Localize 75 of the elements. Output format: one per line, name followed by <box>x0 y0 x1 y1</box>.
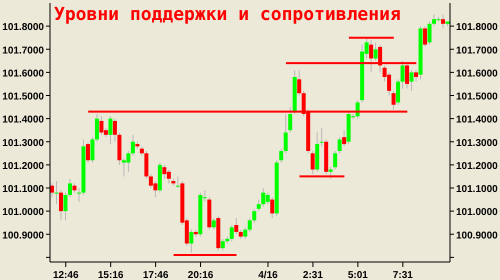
candlestick <box>220 238 225 251</box>
candlestick <box>423 26 428 48</box>
candlestick <box>112 118 117 142</box>
candlestick <box>288 106 292 133</box>
candlestick <box>234 218 238 235</box>
candlestick <box>243 226 248 240</box>
y-tick-label: 101.1000 <box>2 184 44 195</box>
candlestick <box>297 70 302 96</box>
y2-tick-label: 101.0000 <box>456 207 498 218</box>
y2-tick-label: 101.8000 <box>456 22 498 34</box>
y-tick-label: 101.8000 <box>2 22 44 34</box>
y-tick-label: 101.6000 <box>2 68 44 80</box>
y-tick-label: 101.7000 <box>2 45 44 56</box>
candlestick <box>328 166 333 180</box>
candlestick <box>256 199 261 212</box>
x-tick-label: 5:01 <box>348 270 368 280</box>
candlestick <box>166 169 171 184</box>
candlestick <box>432 14 436 27</box>
candlestick <box>144 150 148 180</box>
candlestick <box>338 136 342 154</box>
candlestick <box>428 21 432 46</box>
candlestick <box>63 192 68 221</box>
candlestick <box>374 42 378 62</box>
chart-title: Уровни поддержки и сопротивления <box>54 4 401 26</box>
candlestick <box>94 114 99 142</box>
candlestick <box>342 130 346 147</box>
y-tick-label: 101.3000 <box>2 138 44 149</box>
candlestick <box>320 127 324 147</box>
candlestick <box>238 229 243 240</box>
y2-tick-label: 101.7000 <box>456 45 498 56</box>
candlestick <box>108 116 112 145</box>
x-tick-label: 2:31 <box>302 270 324 280</box>
candlestick <box>126 150 130 172</box>
candlestick <box>261 188 266 207</box>
candlestick <box>284 114 288 154</box>
candlestick <box>58 190 63 221</box>
x-tick-label: 12:46 <box>52 270 79 280</box>
candlestick <box>396 78 400 106</box>
y2-tick-label: 101.1000 <box>456 184 498 195</box>
candlestick <box>68 178 72 198</box>
y-tick-label: 100.9000 <box>2 230 44 242</box>
candlestick <box>153 180 158 198</box>
candlestick <box>130 134 135 156</box>
candlestick <box>176 176 180 188</box>
y-tick-label: 101.4000 <box>2 114 44 126</box>
y2-tick-label: 101.6000 <box>456 68 498 80</box>
x-tick-label: 20:16 <box>188 270 214 280</box>
candlestick <box>414 70 418 82</box>
candlestick <box>212 218 216 230</box>
candlestick <box>279 148 284 164</box>
y2-tick-label: 101.5000 <box>456 92 498 102</box>
candlestick <box>86 141 90 164</box>
candlestick <box>410 70 414 92</box>
y2-tick-label: 100.9000 <box>456 230 498 242</box>
y2-tick-label: 101.2000 <box>456 160 498 172</box>
candlestick <box>90 136 94 164</box>
candlestick <box>54 180 58 205</box>
x-tick-label: 17:46 <box>142 270 169 280</box>
y-tick-label: 101.5000 <box>2 92 44 102</box>
y2-tick-label: 101.3000 <box>456 138 498 149</box>
candlestick <box>270 196 274 219</box>
candlestick <box>140 146 144 156</box>
candlestick <box>76 188 81 202</box>
candlestick <box>230 224 234 242</box>
x-tick-label: 7:31 <box>392 270 414 280</box>
candlestick <box>189 229 194 254</box>
x-tick-label: 4/16 <box>258 270 278 280</box>
candlestick <box>333 150 338 170</box>
candlestick <box>400 60 405 90</box>
y2-tick-label: 101.4000 <box>456 114 498 126</box>
y-tick-label: 101.2000 <box>2 160 44 172</box>
y-tick-label: 101.0000 <box>2 207 44 218</box>
candlestick <box>72 182 76 194</box>
x-tick-label: 15:16 <box>98 270 124 280</box>
candlestick <box>441 14 446 29</box>
